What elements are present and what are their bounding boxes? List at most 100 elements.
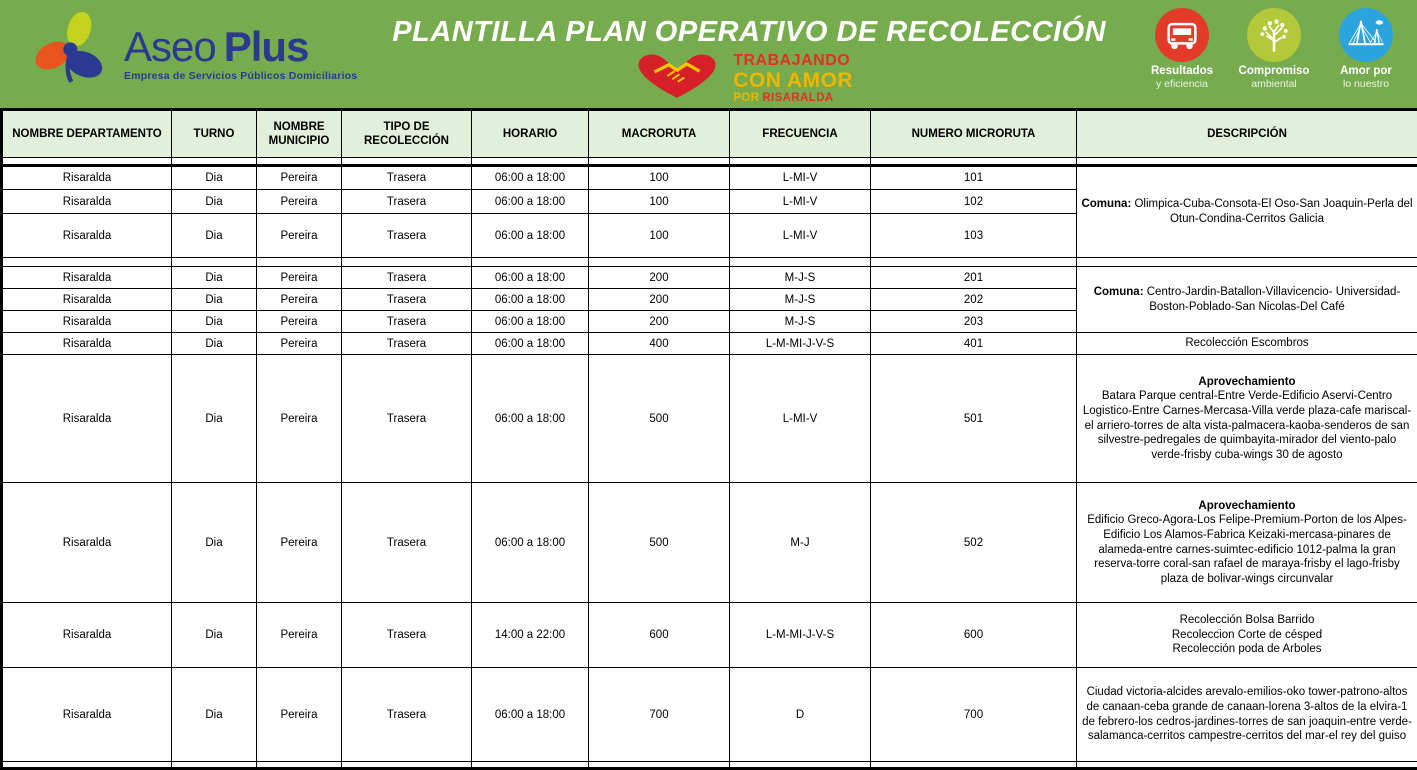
cell-microruta: 101 <box>871 166 1077 190</box>
cell-horario: 06:00 a 18:00 <box>472 289 589 311</box>
badge-caption2: y eficiencia <box>1156 78 1208 90</box>
cell-turno: Dia <box>172 311 257 333</box>
cell-turno: Dia <box>172 668 257 762</box>
badge-resultados: Resultados y eficiencia <box>1141 8 1223 90</box>
col-header-microruta: NUMERO MICRORUTA <box>871 110 1077 158</box>
cell-descripcion-comuna-1: Comuna: Olimpica-Cuba-Consota-El Oso-San… <box>1077 166 1417 258</box>
cell-turno: Dia <box>172 190 257 214</box>
cell-frecuencia: L-MI-V <box>730 355 871 483</box>
cell-macroruta: 100 <box>589 214 730 258</box>
cell-municipio: Pereira <box>257 355 342 483</box>
table-row: Risaralda Dia Pereira Trasera 06:00 a 18… <box>2 333 1417 355</box>
cell-tipo: Trasera <box>342 355 472 483</box>
spacer-row <box>2 762 1417 769</box>
table-row: Risaralda Dia Pereira Trasera 06:00 a 18… <box>2 267 1417 289</box>
cell-horario: 14:00 a 22:00 <box>472 603 589 668</box>
cell-turno: Dia <box>172 603 257 668</box>
cell-municipio: Pereira <box>257 267 342 289</box>
cell-turno: Dia <box>172 289 257 311</box>
cell-tipo: Trasera <box>342 214 472 258</box>
cell-tipo: Trasera <box>342 289 472 311</box>
tree-icon <box>1247 8 1301 62</box>
cell-departamento: Risaralda <box>2 190 172 214</box>
cell-departamento: Risaralda <box>2 166 172 190</box>
cell-turno: Dia <box>172 267 257 289</box>
slogan-line1: TRABAJANDO <box>733 53 853 69</box>
cell-macroruta: 200 <box>589 311 730 333</box>
cell-turno: Dia <box>172 483 257 603</box>
col-header-descripcion: DESCRIPCIÓN <box>1077 110 1417 158</box>
cell-frecuencia: M-J-S <box>730 289 871 311</box>
cell-departamento: Risaralda <box>2 267 172 289</box>
brand-subtitle: Empresa de Servicios Públicos Domiciliar… <box>124 70 357 82</box>
cell-frecuencia: M-J <box>730 483 871 603</box>
plan-operativo-table: NOMBRE DEPARTAMENTO TURNO NOMBRE MUNICIP… <box>0 108 1417 770</box>
cell-frecuencia: D <box>730 668 871 762</box>
cell-turno: Dia <box>172 355 257 483</box>
cell-descripcion-aprovechamiento-1: Aprovechamiento Batara Parque central-En… <box>1077 355 1417 483</box>
col-header-municipio: NOMBRE MUNICIPIO <box>257 110 342 158</box>
cell-municipio: Pereira <box>257 483 342 603</box>
cell-frecuencia: L-M-MI-J-V-S <box>730 333 871 355</box>
badge-caption: Compromiso <box>1239 65 1310 77</box>
spacer-row <box>2 158 1417 166</box>
table-row: Risaralda Dia Pereira Trasera 06:00 a 18… <box>2 668 1417 762</box>
cell-horario: 06:00 a 18:00 <box>472 333 589 355</box>
badge-compromiso: Compromiso ambiental <box>1233 8 1315 90</box>
cell-departamento: Risaralda <box>2 311 172 333</box>
cell-municipio: Pereira <box>257 603 342 668</box>
cell-microruta: 700 <box>871 668 1077 762</box>
cell-tipo: Trasera <box>342 166 472 190</box>
cell-microruta: 203 <box>871 311 1077 333</box>
cell-frecuencia: L-MI-V <box>730 214 871 258</box>
cell-microruta: 600 <box>871 603 1077 668</box>
cell-turno: Dia <box>172 214 257 258</box>
cell-microruta: 502 <box>871 483 1077 603</box>
spacer-row <box>2 258 1417 267</box>
cell-tipo: Trasera <box>342 603 472 668</box>
badge-caption: Resultados <box>1151 65 1213 77</box>
cell-tipo: Trasera <box>342 483 472 603</box>
cell-macroruta: 100 <box>589 166 730 190</box>
pinwheel-logo-icon <box>28 8 118 101</box>
cell-descripcion-aprovechamiento-2: Aprovechamiento Edificio Greco-Agora-Los… <box>1077 483 1417 603</box>
cell-macroruta: 600 <box>589 603 730 668</box>
cell-municipio: Pereira <box>257 190 342 214</box>
table-row: Risaralda Dia Pereira Trasera 06:00 a 18… <box>2 166 1417 190</box>
cell-tipo: Trasera <box>342 267 472 289</box>
cell-horario: 06:00 a 18:00 <box>472 267 589 289</box>
cell-turno: Dia <box>172 166 257 190</box>
table-header-row: NOMBRE DEPARTAMENTO TURNO NOMBRE MUNICIP… <box>2 110 1417 158</box>
table-row: Risaralda Dia Pereira Trasera 06:00 a 18… <box>2 483 1417 603</box>
slogan-line2: CON AMOR <box>733 70 853 91</box>
col-header-turno: TURNO <box>172 110 257 158</box>
table-row: Risaralda Dia Pereira Trasera 14:00 a 22… <box>2 603 1417 668</box>
cell-horario: 06:00 a 18:00 <box>472 483 589 603</box>
cell-microruta: 102 <box>871 190 1077 214</box>
cell-horario: 06:00 a 18:00 <box>472 214 589 258</box>
cell-municipio: Pereira <box>257 668 342 762</box>
cell-macroruta: 400 <box>589 333 730 355</box>
col-header-departamento: NOMBRE DEPARTAMENTO <box>2 110 172 158</box>
cell-departamento: Risaralda <box>2 668 172 762</box>
cell-frecuencia: L-MI-V <box>730 190 871 214</box>
value-badges: Resultados y eficiencia Compromiso ambie… <box>1141 0 1407 108</box>
heart-handshake-icon <box>625 51 729 106</box>
cell-departamento: Risaralda <box>2 333 172 355</box>
cell-municipio: Pereira <box>257 289 342 311</box>
cell-tipo: Trasera <box>342 311 472 333</box>
badge-caption: Amor por <box>1340 65 1392 77</box>
cell-microruta: 202 <box>871 289 1077 311</box>
col-header-tipo: TIPO DE RECOLECCIÓN <box>342 110 472 158</box>
cell-tipo: Trasera <box>342 190 472 214</box>
page-title: PLANTILLA PLAN OPERATIVO DE RECOLECCIÓN <box>392 16 1106 49</box>
cell-tipo: Trasera <box>342 333 472 355</box>
table-row: Risaralda Dia Pereira Trasera 06:00 a 18… <box>2 355 1417 483</box>
cell-horario: 06:00 a 18:00 <box>472 355 589 483</box>
truck-icon <box>1155 8 1209 62</box>
col-header-frecuencia: FRECUENCIA <box>730 110 871 158</box>
